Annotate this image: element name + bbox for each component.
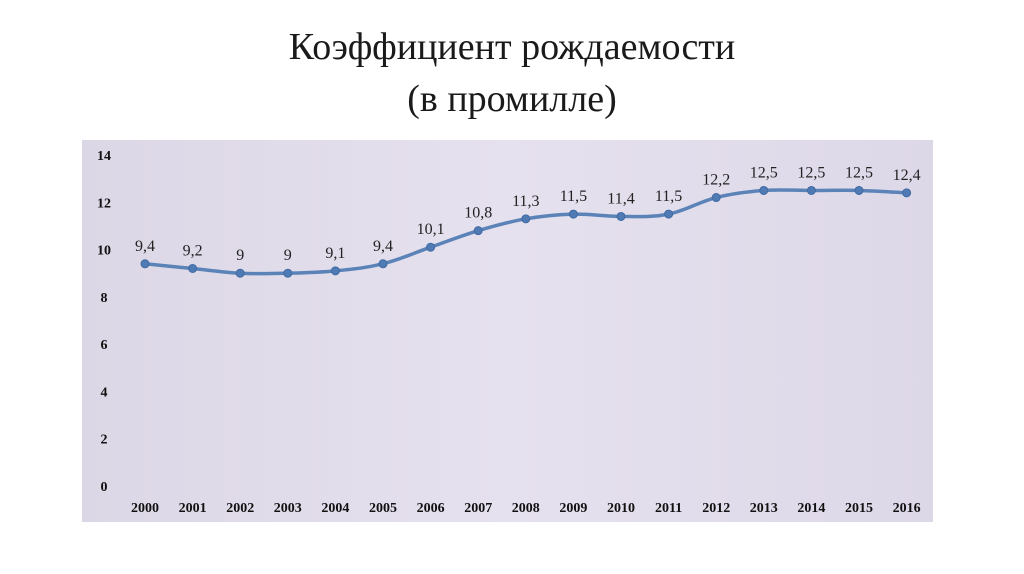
- x-tick-label: 2015: [845, 501, 873, 516]
- y-axis-ticks: 0 2 4 6 8 10 12 14: [97, 149, 111, 495]
- y-tick-label: 6: [101, 338, 108, 353]
- data-point: [616, 211, 626, 221]
- data-point: [664, 209, 674, 219]
- data-points: [140, 185, 912, 278]
- data-point: [759, 185, 769, 195]
- x-tick-label: 2010: [607, 501, 635, 516]
- data-label: 10,1: [417, 221, 445, 238]
- data-point: [378, 259, 388, 269]
- data-point: [521, 214, 531, 224]
- data-label: 11,4: [607, 190, 634, 207]
- data-label: 9: [236, 247, 244, 264]
- data-point: [806, 185, 816, 195]
- data-point: [854, 185, 864, 195]
- data-point: [330, 266, 340, 276]
- data-label: 12,4: [893, 167, 921, 184]
- data-label: 11,3: [512, 193, 539, 210]
- x-tick-label: 2005: [369, 501, 397, 516]
- data-label: 11,5: [655, 188, 682, 205]
- x-tick-label: 2007: [464, 501, 492, 516]
- plot-area: [82, 140, 933, 522]
- data-point: [568, 209, 578, 219]
- y-tick-label: 2: [101, 433, 108, 448]
- y-tick-label: 8: [101, 291, 108, 306]
- x-tick-label: 2006: [417, 501, 445, 516]
- x-tick-label: 2014: [797, 501, 825, 516]
- data-label: 11,5: [560, 188, 587, 205]
- y-tick-label: 0: [101, 480, 108, 495]
- data-label: 10,8: [464, 205, 492, 222]
- chart-title-line2: (в промилле): [407, 78, 617, 120]
- data-label: 9,2: [183, 242, 203, 259]
- data-label: 9,1: [325, 245, 345, 262]
- x-axis-ticks: 2000 2001 2002 2003 2004 2005 2006 2007 2008 2009…: [131, 501, 921, 516]
- x-tick-label: 2001: [179, 501, 207, 516]
- x-tick-label: 2000: [131, 501, 159, 516]
- data-point: [426, 242, 436, 252]
- x-tick-label: 2008: [512, 501, 540, 516]
- y-tick-label: 12: [97, 196, 111, 211]
- data-label: 12,5: [750, 164, 778, 181]
- data-point: [902, 188, 912, 198]
- data-label: 9,4: [135, 238, 155, 255]
- data-labels: 9,4 9,2 9 9 9,1 9,4 10,1 10,8 11,3 11,5 11,4 11,5 12…: [135, 164, 921, 264]
- data-label: 12,2: [702, 172, 730, 189]
- data-point: [188, 263, 198, 273]
- data-label: 9,4: [373, 238, 393, 255]
- data-point: [235, 268, 245, 278]
- data-label: 12,5: [797, 164, 825, 181]
- x-tick-label: 2011: [655, 501, 682, 516]
- y-tick-label: 14: [97, 149, 111, 164]
- data-point: [711, 193, 721, 203]
- y-tick-label: 10: [97, 244, 111, 259]
- x-tick-label: 2012: [702, 501, 730, 516]
- data-point: [140, 259, 150, 269]
- data-point: [473, 226, 483, 236]
- data-label: 12,5: [845, 164, 873, 181]
- data-label: 9: [284, 247, 292, 264]
- data-point: [283, 268, 293, 278]
- y-tick-label: 4: [101, 385, 108, 400]
- x-tick-label: 2016: [893, 501, 921, 516]
- x-tick-label: 2013: [750, 501, 778, 516]
- chart-title-line1: Коэффициент рождаемости: [288, 26, 736, 68]
- x-tick-label: 2004: [321, 501, 349, 516]
- x-tick-label: 2003: [274, 501, 302, 516]
- x-tick-label: 2002: [226, 501, 254, 516]
- x-tick-label: 2009: [559, 501, 587, 516]
